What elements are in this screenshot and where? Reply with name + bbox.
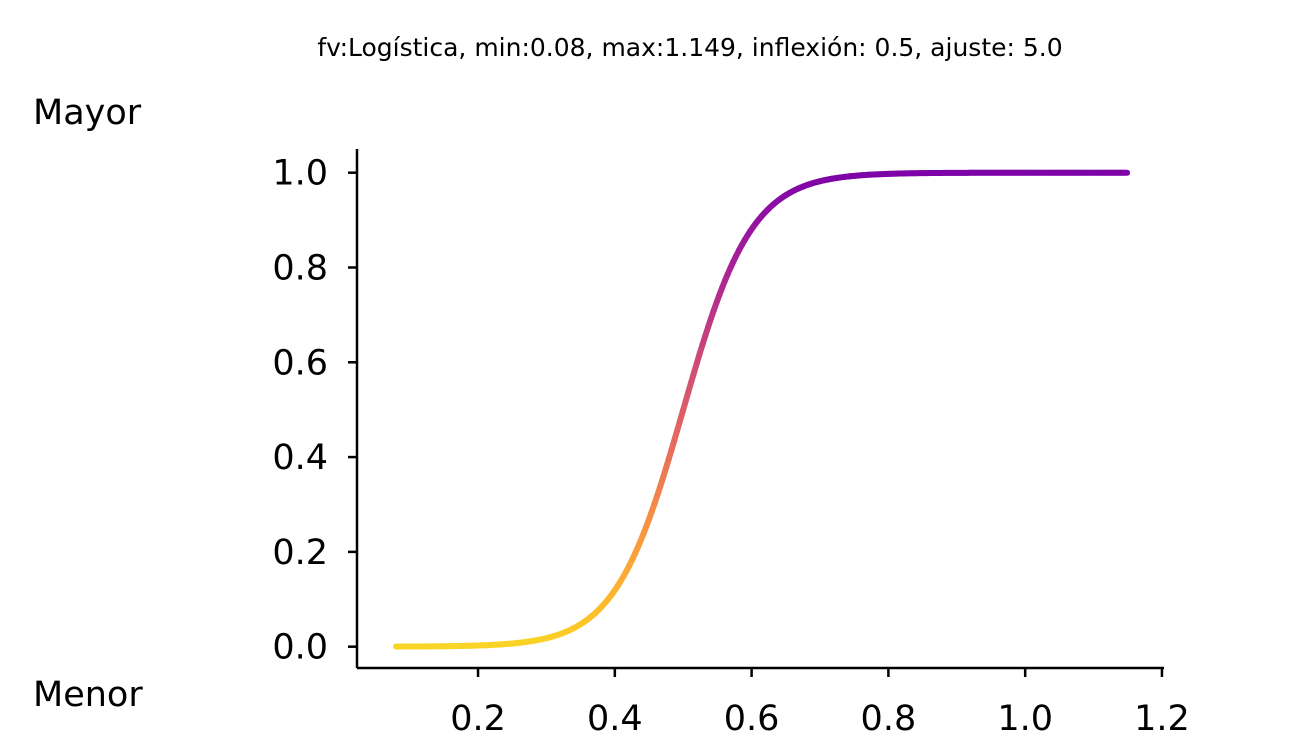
x-tick-label: 1.0	[997, 699, 1053, 739]
curve-layer	[392, 169, 1131, 650]
y-tick-label: 0.6	[272, 343, 328, 383]
axes	[355, 149, 1164, 670]
y-tick-label: 1.0	[272, 154, 328, 194]
x-tick-label: 0.4	[587, 699, 643, 739]
y-tick-label: 0.8	[272, 248, 328, 288]
bottom-label: Menor	[33, 675, 143, 715]
chart-title: fv:Logística, min:0.08, max:1.149, infle…	[317, 33, 1062, 62]
x-tick-label: 0.2	[450, 699, 506, 739]
y-tick-label: 0.4	[272, 438, 328, 478]
x-tick-label: 1.2	[1134, 699, 1190, 739]
y-tick-label: 0.2	[272, 533, 328, 573]
x-tick-label: 0.6	[724, 699, 780, 739]
y-tick-label: 0.0	[272, 628, 328, 668]
ticks: 0.2 0.4 0.6 0.8 1.0 1.2 0.0 0.2 0.4 0.6 0.8 1.0	[272, 154, 1189, 739]
x-tick-label: 0.8	[861, 699, 917, 739]
top-label: Mayor	[33, 93, 142, 133]
